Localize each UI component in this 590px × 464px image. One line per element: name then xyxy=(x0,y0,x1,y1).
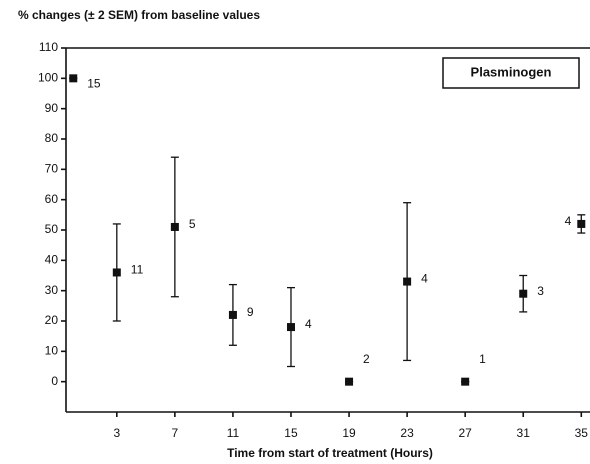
x-axis-label: Time from start of treatment (Hours) xyxy=(227,446,433,460)
point xyxy=(286,323,295,332)
point xyxy=(112,268,121,277)
y-tick-label: 0 xyxy=(51,374,58,388)
point xyxy=(170,222,179,231)
x-tick-label: 35 xyxy=(575,426,589,440)
x-tick-label: 19 xyxy=(342,426,356,440)
x-tick-label: 15 xyxy=(284,426,298,440)
x-tick-label: 11 xyxy=(227,426,240,440)
y-tick-label: 30 xyxy=(45,283,59,297)
point-label: 4 xyxy=(421,272,428,286)
point xyxy=(403,277,412,286)
point xyxy=(577,219,586,228)
point-label: 9 xyxy=(247,305,254,319)
y-tick-label: 90 xyxy=(45,101,59,115)
y-tick-label: 100 xyxy=(38,71,58,85)
legend-box xyxy=(442,57,580,89)
point-label: 1 xyxy=(479,352,486,366)
y-tick-label: 10 xyxy=(45,344,59,358)
legend-label: Plasminogen xyxy=(471,64,552,79)
y-tick-label: 40 xyxy=(45,253,59,267)
chart-title: % changes (± 2 SEM) from baseline values xyxy=(18,8,260,22)
point xyxy=(69,74,78,83)
x-tick-label: 27 xyxy=(458,426,472,440)
x-tick-label: 23 xyxy=(400,426,414,440)
y-tick-label: 50 xyxy=(45,222,59,236)
point xyxy=(228,310,237,319)
point-label: 2 xyxy=(363,352,370,366)
x-tick-label: 7 xyxy=(172,426,179,440)
point-label: 3 xyxy=(537,284,544,298)
point-label: 5 xyxy=(189,217,196,231)
point-label: 4 xyxy=(305,317,312,331)
point-label: 4 xyxy=(565,214,572,228)
y-tick-label: 20 xyxy=(45,313,59,327)
y-tick-label: 70 xyxy=(45,162,59,176)
point-label: 11 xyxy=(131,263,144,277)
point xyxy=(461,377,470,386)
point xyxy=(519,289,528,298)
x-tick-label: 3 xyxy=(113,426,120,440)
x-tick-label: 31 xyxy=(517,426,531,440)
y-tick-label: 60 xyxy=(45,192,59,206)
y-tick-label: 110 xyxy=(39,40,58,54)
y-tick-label: 80 xyxy=(45,131,59,145)
point xyxy=(345,377,354,386)
point-label: 15 xyxy=(87,77,101,91)
